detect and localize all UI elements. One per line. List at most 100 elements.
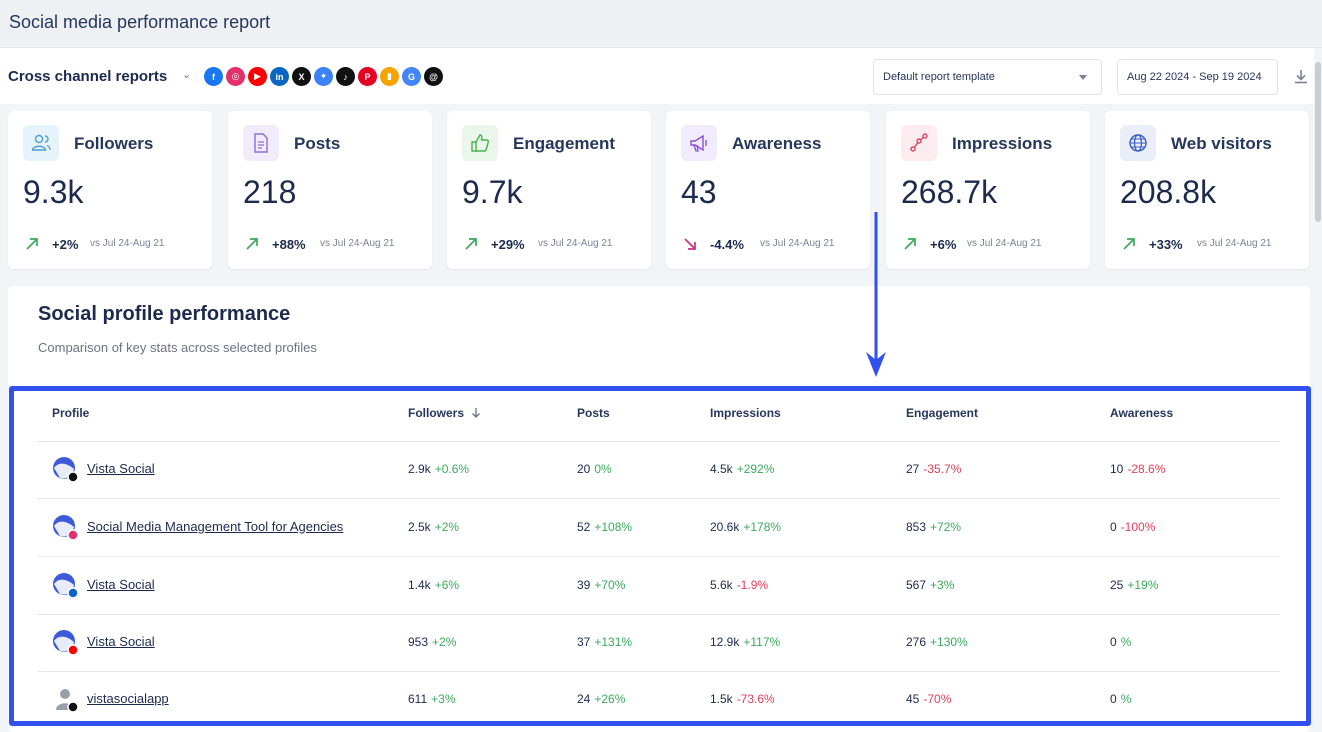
- page-title: Social media performance report: [9, 12, 271, 32]
- bluesky-icon[interactable]: ✦: [314, 67, 333, 86]
- posts-cell: 39 +70%: [577, 578, 625, 592]
- engagement-value: 276: [906, 635, 927, 649]
- engagement-value: 45: [906, 692, 920, 706]
- impressions-cell: 1.5k -73.6%: [710, 692, 775, 706]
- facebook-icon[interactable]: f: [204, 67, 223, 86]
- engagement-value: 27: [906, 462, 920, 476]
- document-icon: [243, 125, 279, 161]
- stat-value: 268.7k: [901, 174, 998, 210]
- impressions-value: 20.6k: [710, 520, 740, 534]
- posts-change: 0%: [594, 462, 612, 476]
- impressions-change: +178%: [743, 520, 782, 534]
- posts-change: +131%: [594, 635, 633, 649]
- column-header-awareness[interactable]: Awareness: [1110, 406, 1174, 420]
- table-highlight-frame: [9, 386, 1311, 726]
- profile-name-link[interactable]: Vista Social: [87, 461, 155, 476]
- linkedin-icon[interactable]: in: [270, 67, 289, 86]
- engagement-value: 853: [906, 520, 927, 534]
- report-type-dropdown-label[interactable]: Cross channel reports: [8, 68, 168, 85]
- followers-change: +2%: [432, 635, 457, 649]
- trend-up-icon: [1123, 238, 1135, 250]
- tiktok-icon[interactable]: ♪: [336, 67, 355, 86]
- posts-value: 24: [577, 692, 591, 706]
- page-scrollbar[interactable]: [1314, 48, 1322, 732]
- awareness-value: 10: [1110, 462, 1124, 476]
- avatar: [53, 515, 79, 541]
- awareness-cell: 0 -100%: [1110, 520, 1155, 534]
- nodes-icon: [901, 125, 937, 161]
- posts-cell: 24 +26%: [577, 692, 625, 706]
- stat-change: +29%: [491, 237, 525, 252]
- followers-change: +6%: [434, 578, 460, 592]
- awareness-value: 0: [1110, 635, 1117, 649]
- engagement-change: +130%: [930, 635, 968, 649]
- table-divider: [37, 556, 1280, 557]
- profile-name-link[interactable]: vistasocialapp: [87, 691, 169, 706]
- stat-label: Posts: [294, 134, 341, 153]
- column-header-posts[interactable]: Posts: [577, 406, 610, 420]
- awareness-cell: 25 +19%: [1110, 578, 1158, 592]
- analytics-icon[interactable]: ▮: [380, 67, 399, 86]
- posts-value: 20: [577, 462, 591, 476]
- stat-change: -4.4%: [710, 237, 744, 252]
- impressions-change: +292%: [736, 462, 775, 476]
- column-header-profile[interactable]: Profile: [52, 406, 90, 420]
- megaphone-icon: [681, 125, 717, 161]
- report-template-select[interactable]: Default report template: [873, 59, 1102, 95]
- stat-compare-period: vs Jul 24-Aug 21: [90, 238, 165, 249]
- google-business-icon[interactable]: G: [402, 67, 421, 86]
- date-range-picker[interactable]: Aug 22 2024 - Sep 19 2024: [1117, 59, 1278, 95]
- stat-value: 208.8k: [1120, 174, 1217, 210]
- social-profile-performance-panel: Social profile performance Comparison of…: [8, 286, 1310, 732]
- profile-name-link[interactable]: Vista Social: [87, 577, 155, 592]
- profile-name-link[interactable]: Social Media Management Tool for Agencie…: [87, 519, 344, 534]
- posts-value: 52: [577, 520, 591, 534]
- x-icon[interactable]: X: [292, 67, 311, 86]
- panel-title: Social profile performance: [38, 303, 291, 325]
- followers-value: 611: [408, 692, 428, 706]
- sort-down-icon[interactable]: [470, 407, 482, 419]
- table-divider: [37, 441, 1280, 442]
- awareness-change: -100%: [1120, 520, 1156, 534]
- posts-change: +26%: [594, 692, 626, 706]
- impressions-cell: 20.6k +178%: [710, 520, 781, 534]
- instagram-icon[interactable]: ◎: [226, 67, 245, 86]
- stat-compare-period: vs Jul 24-Aug 21: [760, 238, 835, 249]
- chevron-down-icon[interactable]: ⌄: [182, 69, 192, 81]
- followers-change: +3%: [431, 692, 456, 706]
- awareness-change: %: [1120, 692, 1132, 706]
- impressions-cell: 12.9k +117%: [710, 635, 780, 649]
- stat-value: 9.3k: [23, 174, 84, 210]
- annotation-arrow-icon: [866, 212, 886, 377]
- followers-value: 1.4k: [408, 578, 431, 592]
- engagement-cell: 853 +72%: [906, 520, 961, 534]
- followers-cell: 2.5k +2%: [408, 520, 459, 534]
- column-header-impressions[interactable]: Impressions: [710, 406, 781, 420]
- followers-change: +0.6%: [434, 462, 470, 476]
- stat-change: +6%: [930, 237, 957, 252]
- awareness-cell: 10 -28.6%: [1110, 462, 1165, 476]
- stat-card-awareness: Awareness 43 -4.4% vs Jul 24-Aug 21: [666, 111, 870, 269]
- profile-name-link[interactable]: Vista Social: [87, 634, 155, 649]
- posts-cell: 37 +131%: [577, 635, 632, 649]
- scrollbar-thumb[interactable]: [1315, 62, 1321, 222]
- impressions-cell: 4.5k +292%: [710, 462, 774, 476]
- engagement-cell: 567 +3%: [906, 578, 954, 592]
- trend-up-icon: [26, 238, 38, 250]
- network-icons: f ◎ ▶ in X ✦ ♪ P ▮ G @: [204, 67, 443, 86]
- youtube-icon[interactable]: ▶: [248, 67, 267, 86]
- stat-label: Followers: [74, 134, 154, 153]
- column-header-followers[interactable]: Followers: [408, 406, 482, 420]
- stat-compare-period: vs Jul 24-Aug 21: [1197, 238, 1272, 249]
- stat-card-posts: Posts 218 +88% vs Jul 24-Aug 21: [228, 111, 432, 269]
- pinterest-icon[interactable]: P: [358, 67, 377, 86]
- column-header-engagement[interactable]: Engagement: [906, 406, 979, 420]
- engagement-cell: 276 +130%: [906, 635, 968, 649]
- threads-icon[interactable]: @: [424, 67, 443, 86]
- stat-value: 218: [243, 174, 297, 210]
- stat-value: 9.7k: [462, 174, 523, 210]
- download-icon[interactable]: [1292, 68, 1310, 86]
- followers-value: 2.9k: [408, 462, 431, 476]
- followers-value: 2.5k: [408, 520, 431, 534]
- followers-value: 953: [408, 635, 429, 649]
